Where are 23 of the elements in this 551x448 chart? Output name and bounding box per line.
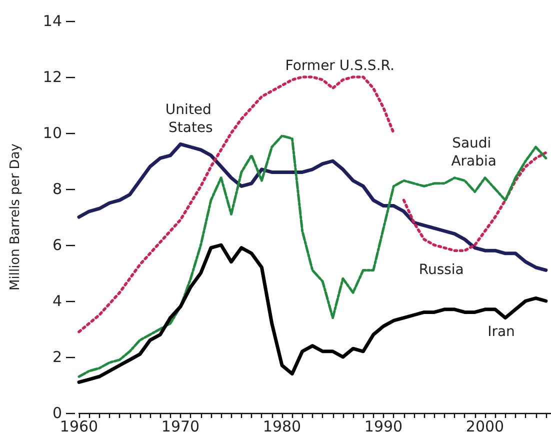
series-label: Saudi Arabia [451, 136, 496, 170]
line-series [402, 151, 548, 252]
line-series [78, 134, 548, 378]
y-tick-label: 8 [52, 180, 62, 198]
y-tick-label: 12 [42, 68, 62, 86]
x-tick-label: 2000 [466, 418, 504, 436]
series-label: Former U.S.S.R. [285, 58, 394, 74]
x-tick-label: 1970 [161, 418, 200, 436]
y-tick-label: 10 [42, 124, 62, 142]
x-tick-label: 1960 [60, 418, 98, 436]
series-label: Iran [488, 324, 515, 340]
series-label: Russia [418, 262, 464, 278]
y-axis-title: Million Barrels per Day [8, 143, 23, 290]
series-label: United States [165, 102, 216, 136]
x-tick-label: 1980 [262, 418, 302, 436]
line-series [77, 243, 548, 384]
y-tick-label: 2 [52, 348, 62, 366]
x-tick-label: 1990 [364, 418, 403, 436]
y-tick-label: 4 [52, 292, 62, 310]
y-tick-label: 0 [52, 404, 62, 422]
y-tick-label: 6 [52, 236, 62, 254]
y-tick-label: 14 [42, 12, 62, 30]
line-series [78, 76, 396, 334]
